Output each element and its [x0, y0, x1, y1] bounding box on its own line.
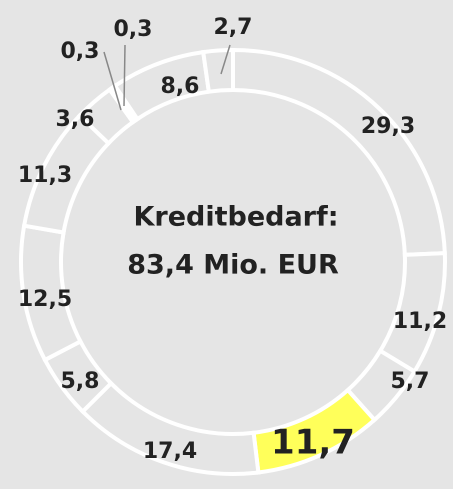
data-label: 0,3 [114, 17, 153, 42]
data-label: 11,2 [393, 309, 447, 334]
data-label: 0,3 [61, 39, 100, 64]
center-title: Kreditbedarf: [133, 202, 338, 233]
donut-segment [200, 47, 235, 94]
leader-line [220, 44, 231, 75]
data-label: 3,6 [56, 107, 95, 132]
data-label: 29,3 [361, 114, 415, 139]
data-label: 11,3 [18, 163, 72, 188]
center-title: 83,4 Mio. EUR [127, 250, 339, 281]
data-label: 17,4 [143, 439, 197, 464]
leader-line [103, 51, 122, 111]
data-label: 5,7 [391, 369, 430, 394]
data-label: 12,5 [18, 287, 72, 312]
data-label: 8,6 [161, 74, 200, 99]
data-label: 5,8 [61, 369, 100, 394]
data-label: 11,7 [271, 423, 355, 463]
data-label: 2,7 [214, 15, 253, 40]
ring [19, 47, 447, 476]
leader-line [123, 44, 126, 107]
